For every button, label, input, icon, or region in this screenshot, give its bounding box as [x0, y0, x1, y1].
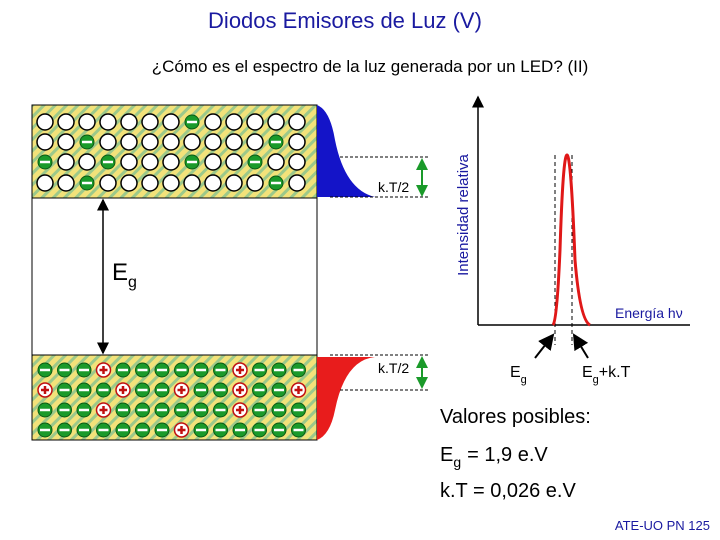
empty-state	[57, 174, 75, 192]
marker-sub: g	[521, 374, 527, 386]
electron-distribution	[317, 105, 375, 197]
empty-state	[183, 133, 201, 151]
empty-state	[267, 113, 285, 131]
empty-state	[288, 153, 306, 171]
empty-state	[225, 153, 243, 171]
value-line: k.T = 0,026 e.V	[440, 480, 576, 502]
gap-label: Eg	[112, 259, 137, 291]
empty-state	[246, 113, 264, 131]
empty-state	[225, 174, 243, 192]
empty-state	[120, 153, 138, 171]
x-axis-label: Energía hν	[615, 305, 683, 321]
empty-state	[36, 174, 54, 192]
marker-main: E	[582, 364, 593, 381]
value-main: E	[440, 444, 453, 466]
empty-state	[120, 174, 138, 192]
empty-state	[162, 153, 180, 171]
empty-state	[162, 133, 180, 151]
value-rest: = 1,9 e.V	[467, 444, 548, 466]
empty-state	[99, 113, 117, 131]
empty-state	[57, 133, 75, 151]
marker-label: Eg	[510, 364, 527, 386]
empty-state	[246, 133, 264, 151]
value-sub: g	[453, 454, 461, 470]
value-line: Eg = 1,9 e.V	[440, 444, 548, 470]
empty-state	[99, 133, 117, 151]
gap-sub: g	[128, 274, 137, 291]
hole-distribution	[317, 357, 375, 440]
empty-state	[162, 174, 180, 192]
empty-state	[204, 174, 222, 192]
marker-rest: +k.T	[599, 364, 631, 381]
y-axis-label: Intensidad relativa	[455, 153, 472, 275]
empty-state	[120, 113, 138, 131]
empty-state	[288, 133, 306, 151]
spread-label: k.T/2	[378, 179, 409, 195]
empty-state	[141, 153, 159, 171]
empty-state	[78, 113, 96, 131]
spread-label: k.T/2	[378, 360, 409, 376]
empty-state	[162, 113, 180, 131]
empty-state	[57, 113, 75, 131]
title: Diodos Emisores de Luz (V)	[208, 8, 482, 33]
footer: ATE-UO PN 125	[615, 518, 710, 533]
empty-state	[288, 174, 306, 192]
empty-state	[267, 153, 285, 171]
marker-main: E	[510, 364, 521, 381]
empty-state	[57, 153, 75, 171]
values-heading: Valores posibles:	[440, 406, 591, 428]
gap-main: E	[112, 259, 128, 286]
empty-state	[225, 133, 243, 151]
marker-arrow	[534, 333, 555, 359]
empty-state	[141, 174, 159, 192]
empty-state	[204, 153, 222, 171]
subtitle: ¿Cómo es el espectro de la luz generada …	[152, 57, 589, 76]
empty-state	[36, 113, 54, 131]
empty-state	[183, 174, 201, 192]
empty-state	[141, 113, 159, 131]
marker-sub: g	[593, 374, 599, 386]
empty-state	[204, 133, 222, 151]
empty-state	[99, 174, 117, 192]
empty-state	[225, 113, 243, 131]
spectrum-curve	[551, 153, 591, 327]
empty-state	[36, 133, 54, 151]
particles	[36, 113, 307, 438]
marker-label: Eg+k.T	[582, 364, 631, 386]
empty-state	[78, 153, 96, 171]
empty-state	[246, 174, 264, 192]
marker-arrow	[572, 333, 589, 359]
empty-state	[141, 133, 159, 151]
empty-state	[204, 113, 222, 131]
empty-state	[288, 113, 306, 131]
empty-state	[120, 133, 138, 151]
